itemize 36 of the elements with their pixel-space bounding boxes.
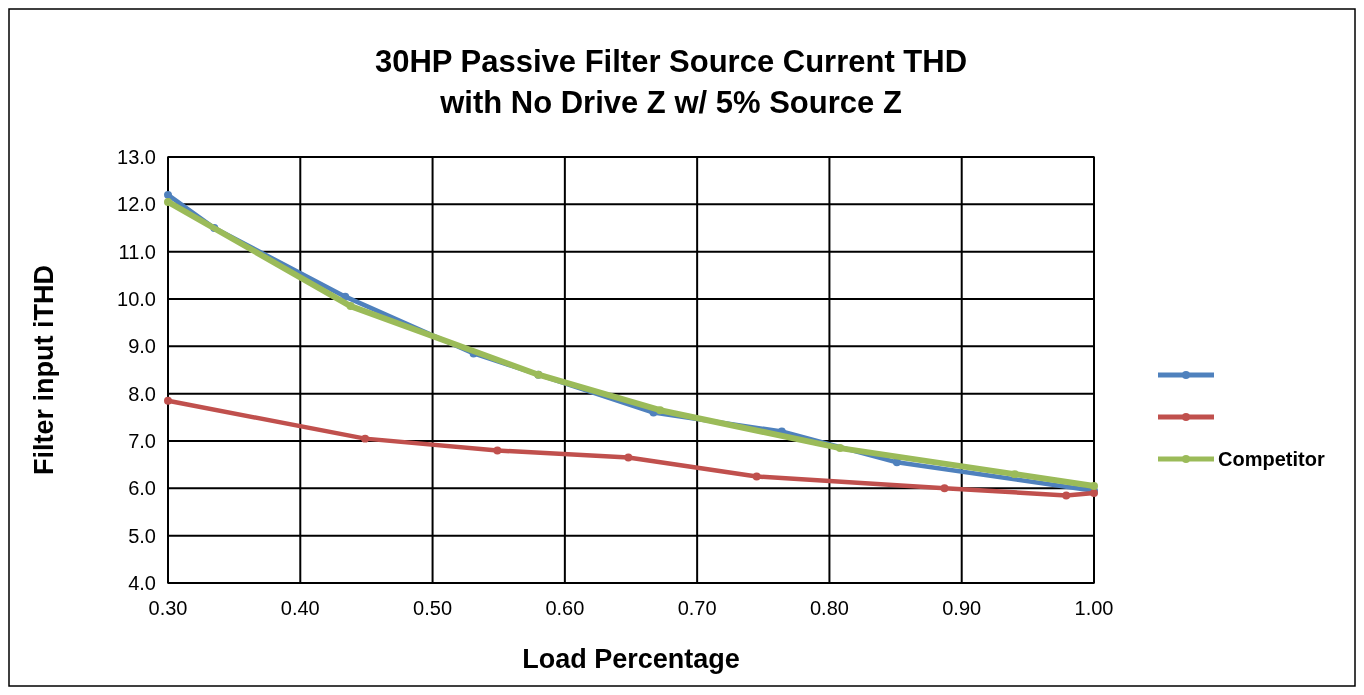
y-tick-label: 6.0 xyxy=(128,477,156,500)
point xyxy=(624,453,633,462)
y-tick-label: 5.0 xyxy=(128,524,156,547)
x-tick-label: 0.90 xyxy=(942,597,982,619)
x-tick-label: 1.00 xyxy=(1074,597,1114,619)
y-tick-label: 13.0 xyxy=(117,146,156,168)
point xyxy=(1062,491,1071,500)
point xyxy=(836,444,844,453)
point xyxy=(1010,470,1019,479)
x-tick-label: 0.30 xyxy=(148,597,188,619)
point xyxy=(164,197,172,206)
y-tick-label: 11.0 xyxy=(118,240,156,263)
chart-title: 30HP Passive Filter Source Current THD with No Drive Z w/ 5% Source Z xyxy=(374,44,968,120)
x-tick-label: 0.50 xyxy=(413,597,453,619)
point xyxy=(164,190,172,199)
point xyxy=(1090,481,1098,490)
y-tick-label: 10.0 xyxy=(117,288,156,310)
point xyxy=(940,484,949,493)
y-tick-label: 4.0 xyxy=(128,572,156,594)
x-tick-label: 0.60 xyxy=(545,597,585,619)
point xyxy=(164,396,172,405)
x-tick-label: 0.80 xyxy=(809,597,849,619)
point xyxy=(493,446,502,455)
y-tick-label: 7.0 xyxy=(128,430,156,452)
y-tick-label: 12.0 xyxy=(117,193,156,216)
point xyxy=(752,472,761,481)
x-axis-title: Load Percentage xyxy=(522,644,740,674)
legend-label: Competitor xyxy=(1218,448,1325,470)
x-tick-label: 0.40 xyxy=(280,597,320,619)
y-tick-label: 8.0 xyxy=(128,382,156,405)
point xyxy=(346,302,355,311)
y-axis-title: Filter input iTHD xyxy=(29,265,59,475)
y-tick-label: 9.0 xyxy=(128,335,156,358)
point xyxy=(656,406,665,415)
point xyxy=(361,434,370,443)
x-tick-label: 0.70 xyxy=(677,597,717,619)
